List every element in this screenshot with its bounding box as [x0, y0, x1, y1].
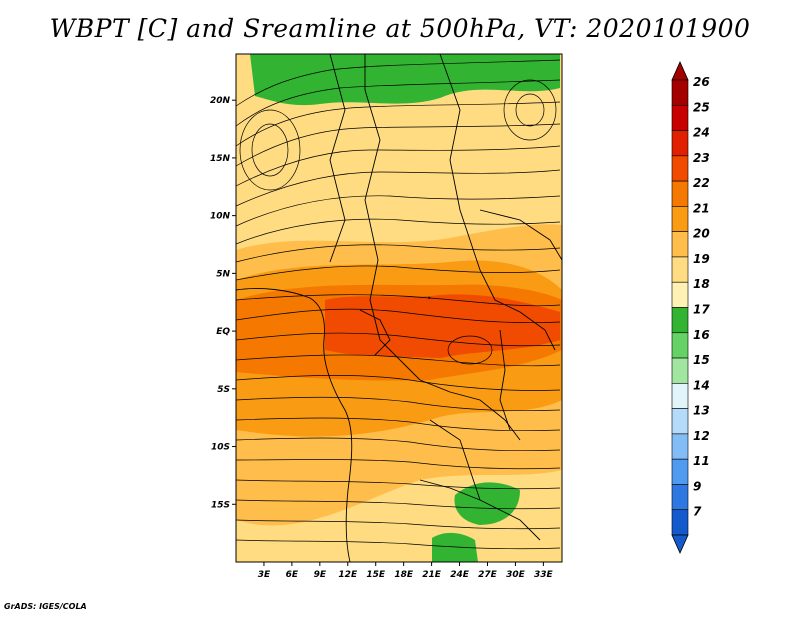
lat-tick-label: 5N [216, 269, 230, 279]
lon-tick-label: 9E [314, 570, 327, 580]
lon-tick-label: 15E [366, 570, 386, 580]
lat-tick-label: 15S [211, 500, 230, 510]
colorbar-swatch [671, 104, 689, 131]
lon-tick-label: 6E [286, 570, 299, 580]
streamlines [236, 59, 561, 550]
colorbar-swatch [671, 79, 689, 106]
colorbar-label: 25 [693, 100, 710, 114]
lon-tick-label: 30E [506, 570, 526, 580]
lon-tick-label: 18E [394, 570, 414, 580]
lat-tick-label: 20N [210, 96, 231, 106]
colorbar-label: 21 [693, 201, 710, 215]
map-frame [235, 53, 563, 563]
colorbar-label: 14 [693, 378, 710, 392]
lon-tick-label: 33E [534, 570, 554, 580]
colorbar-bottom-arrow [671, 534, 689, 554]
lat-tick-label: 10N [210, 212, 231, 222]
lat-tick-label: 15N [210, 154, 231, 164]
colorbar-label: 13 [693, 404, 710, 418]
colorbar-swatch [671, 130, 689, 157]
colorbar-swatch [671, 484, 689, 511]
colorbar-swatch [671, 408, 689, 435]
colorbar-swatch [671, 231, 689, 258]
colorbar-swatch [671, 180, 689, 207]
colorbar-label: 9 [693, 479, 701, 493]
lat-tick-label: EQ [216, 327, 230, 337]
colorbar-label: 19 [693, 252, 710, 266]
lat-tick-label: 5S [217, 385, 230, 395]
lon-tick-label: 21E [422, 570, 442, 580]
colorbar-label: 15 [693, 353, 710, 367]
colorbar-swatch [671, 509, 689, 536]
colorbar-label: 17 [693, 303, 710, 317]
colorbar-swatch [671, 458, 689, 485]
colorbar-label: 23 [693, 151, 710, 165]
colorbar-swatch [671, 307, 689, 334]
colorbar: 26 25 24 23 22 21 20 19 18 17 16 15 14 13 12 11 9 7 [671, 61, 710, 554]
latitude-axis: 20N 15N 10N 5N EQ 5S 10S 15S [210, 96, 236, 510]
colorbar-swatch [671, 155, 689, 182]
colorbar-swatch [671, 433, 689, 460]
map-title: WBPT [C] and Sreamline at 500hPa, VT: 20… [49, 14, 751, 43]
colorbar-label: 12 [693, 429, 710, 443]
lon-tick-label: 24E [450, 570, 470, 580]
longitude-axis: 3E 6E 9E 12E 15E 18E 21E 24E 27E 30E 33E [258, 562, 554, 580]
colorbar-label: 7 [693, 505, 702, 519]
colorbar-swatch [671, 281, 689, 308]
lon-tick-label: 3E [258, 570, 271, 580]
colorbar-swatch [671, 332, 689, 359]
colorbar-label: 22 [693, 176, 710, 190]
colorbar-swatch [671, 256, 689, 283]
colorbar-top-arrow [671, 61, 689, 81]
colorbar-swatch [671, 206, 689, 232]
colorbar-swatch [671, 357, 689, 384]
colorbar-label: 16 [693, 328, 710, 342]
colorbar-label: 20 [693, 227, 710, 241]
country-borders [236, 54, 562, 562]
lon-tick-label: 27E [478, 570, 498, 580]
credit-label: GrADS: IGES/COLA [4, 602, 87, 611]
colorbar-swatch [671, 383, 689, 409]
colorbar-label: 11 [693, 454, 710, 468]
lat-tick-label: 10S [211, 443, 230, 453]
colorbar-label: 18 [693, 277, 710, 291]
wbpt-field [236, 54, 562, 562]
colorbar-label: 26 [693, 75, 710, 89]
colorbar-label: 24 [693, 126, 710, 140]
lon-tick-label: 12E [338, 570, 358, 580]
